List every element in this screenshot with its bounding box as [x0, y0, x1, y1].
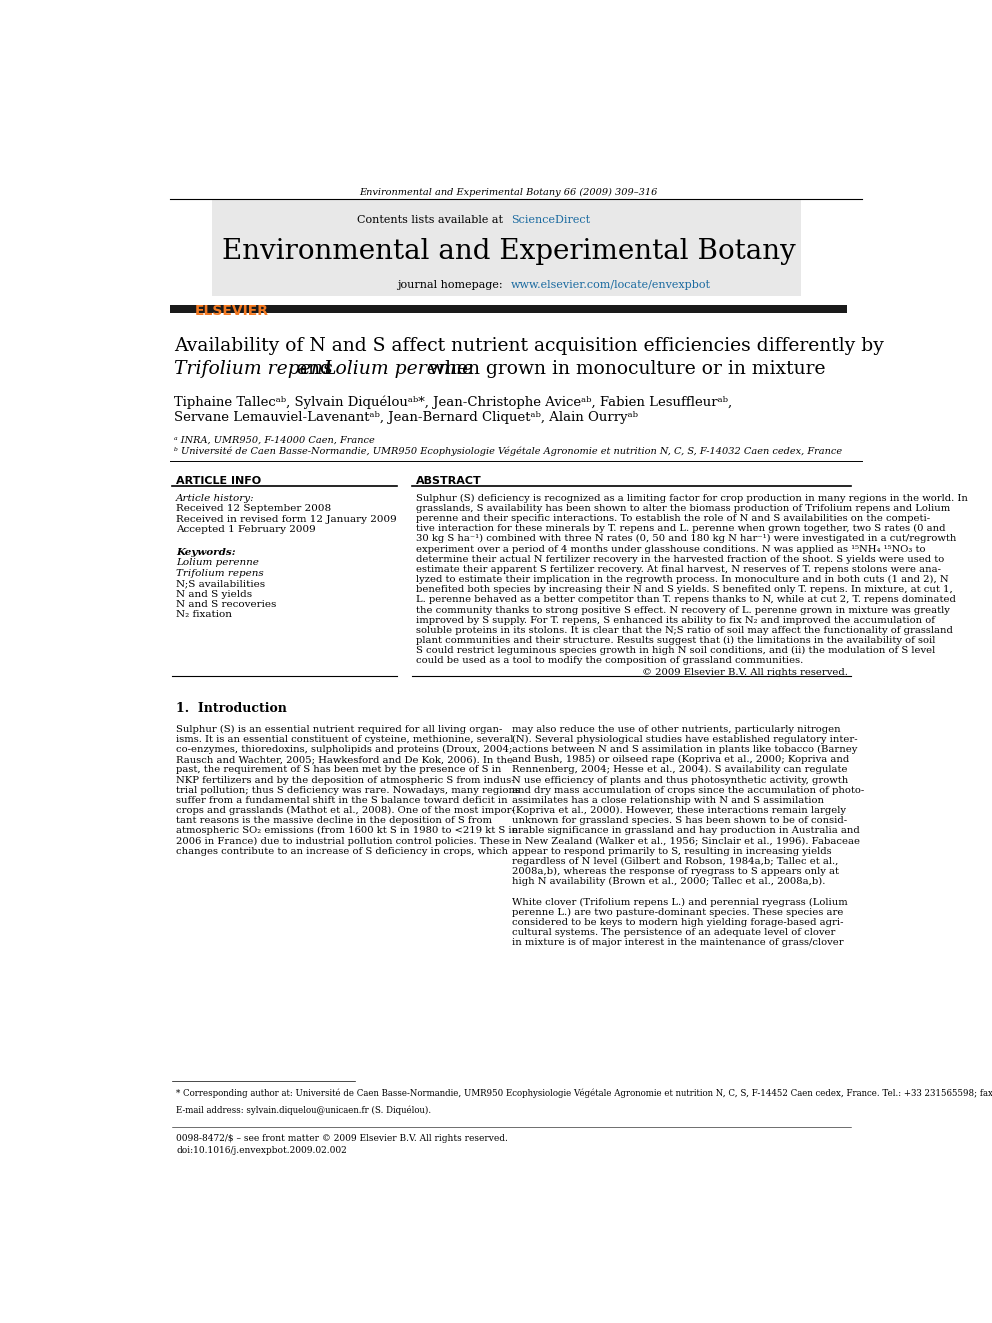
Text: N and S yields: N and S yields	[177, 590, 252, 598]
Text: (N). Several physiological studies have established regulatory inter-: (N). Several physiological studies have …	[512, 734, 858, 744]
Text: trial pollution; thus S deficiency was rare. Nowadays, many regions: trial pollution; thus S deficiency was r…	[177, 786, 520, 795]
Text: Received 12 September 2008: Received 12 September 2008	[177, 504, 331, 513]
Text: Rennenberg, 2004; Hesse et al., 2004). S availability can regulate: Rennenberg, 2004; Hesse et al., 2004). S…	[512, 766, 848, 774]
Text: perenne L.) are two pasture-dominant species. These species are: perenne L.) are two pasture-dominant spe…	[512, 908, 843, 917]
Text: cultural systems. The persistence of an adequate level of clover: cultural systems. The persistence of an …	[512, 927, 835, 937]
Text: 0098-8472/$ – see front matter © 2009 Elsevier B.V. All rights reserved.: 0098-8472/$ – see front matter © 2009 El…	[177, 1134, 508, 1143]
Text: estimate their apparent S fertilizer recovery. At final harvest, N reserves of T: estimate their apparent S fertilizer rec…	[417, 565, 941, 574]
Text: regardless of N level (Gilbert and Robson, 1984a,b; Tallec et al.,: regardless of N level (Gilbert and Robso…	[512, 857, 838, 867]
Text: benefited both species by increasing their N and S yields. S benefited only T. r: benefited both species by increasing the…	[417, 585, 953, 594]
Text: Servane Lemauviel-Lavenantᵃᵇ, Jean-Bernard Cliquetᵃᵇ, Alain Ourryᵃᵇ: Servane Lemauviel-Lavenantᵃᵇ, Jean-Berna…	[174, 411, 638, 425]
Text: unknown for grassland species. S has been shown to be of consid-: unknown for grassland species. S has bee…	[512, 816, 847, 826]
Text: E-mail address: sylvain.diquelou@unicaen.fr (S. Diquélou).: E-mail address: sylvain.diquelou@unicaen…	[177, 1106, 432, 1115]
Text: Keywords:: Keywords:	[177, 548, 236, 557]
Text: Contents lists available at: Contents lists available at	[356, 214, 506, 225]
Text: and dry mass accumulation of crops since the accumulation of photo-: and dry mass accumulation of crops since…	[512, 786, 864, 795]
Text: erable significance in grassland and hay production in Australia and: erable significance in grassland and hay…	[512, 827, 860, 835]
Text: crops and grasslands (Mathot et al., 2008). One of the most impor-: crops and grasslands (Mathot et al., 200…	[177, 806, 515, 815]
Text: ELSEVIER: ELSEVIER	[194, 303, 269, 318]
Text: in New Zealand (Walker et al., 1956; Sinclair et al., 1996). Fabaceae: in New Zealand (Walker et al., 1956; Sin…	[512, 836, 860, 845]
Text: ᵇ Université de Caen Basse-Normandie, UMR950 Ecophysiologie Végétale Agronomie e: ᵇ Université de Caen Basse-Normandie, UM…	[174, 447, 842, 456]
Text: (Kopriva et al., 2000). However, these interactions remain largely: (Kopriva et al., 2000). However, these i…	[512, 806, 846, 815]
Bar	[212, 198, 801, 296]
Text: tant reasons is the massive decline in the deposition of S from: tant reasons is the massive decline in t…	[177, 816, 492, 826]
Text: in mixture is of major interest in the maintenance of grass/clover: in mixture is of major interest in the m…	[512, 938, 844, 947]
Text: appear to respond primarily to S, resulting in increasing yields: appear to respond primarily to S, result…	[512, 847, 832, 856]
Text: www.elsevier.com/locate/envexpbot: www.elsevier.com/locate/envexpbot	[511, 280, 710, 291]
Text: the community thanks to strong positive S effect. N recovery of L. perenne grown: the community thanks to strong positive …	[417, 606, 950, 614]
Text: determine their actual N fertilizer recovery in the harvested fraction of the sh: determine their actual N fertilizer reco…	[417, 554, 944, 564]
Text: suffer from a fundamental shift in the S balance toward deficit in: suffer from a fundamental shift in the S…	[177, 796, 508, 804]
Text: N₂ fixation: N₂ fixation	[177, 610, 232, 619]
Text: N use efficiency of plants and thus photosynthetic activity, growth: N use efficiency of plants and thus phot…	[512, 775, 848, 785]
Text: 2008a,b), whereas the response of ryegrass to S appears only at: 2008a,b), whereas the response of ryegra…	[512, 867, 839, 876]
Text: NKP fertilizers and by the deposition of atmospheric S from indus-: NKP fertilizers and by the deposition of…	[177, 775, 515, 785]
Text: plant communities and their structure. Results suggest that (i) the limitations : plant communities and their structure. R…	[417, 636, 935, 646]
Text: Tiphaine Tallecᵃᵇ, Sylvain Diquélouᵃᵇ*, Jean-Christophe Aviceᵃᵇ, Fabien Lesuffle: Tiphaine Tallecᵃᵇ, Sylvain Diquélouᵃᵇ*, …	[174, 396, 732, 409]
Text: assimilates has a close relationship with N and S assimilation: assimilates has a close relationship wit…	[512, 796, 824, 804]
Text: N and S recoveries: N and S recoveries	[177, 599, 277, 609]
Text: Accepted 1 February 2009: Accepted 1 February 2009	[177, 524, 316, 533]
Text: Article history:: Article history:	[177, 493, 255, 503]
Text: Sulphur (S) is an essential nutrient required for all living organ-: Sulphur (S) is an essential nutrient req…	[177, 725, 503, 734]
Text: 2006 in France) due to industrial pollution control policies. These: 2006 in France) due to industrial pollut…	[177, 836, 510, 845]
Text: Lolium perenne: Lolium perenne	[323, 360, 473, 378]
Text: Lolium perenne: Lolium perenne	[177, 558, 259, 568]
Text: L. perenne behaved as a better competitor than T. repens thanks to N, while at c: L. perenne behaved as a better competito…	[417, 595, 956, 605]
Text: may also reduce the use of other nutrients, particularly nitrogen: may also reduce the use of other nutrien…	[512, 725, 841, 734]
Text: S could restrict leguminous species growth in high N soil conditions, and (ii) t: S could restrict leguminous species grow…	[417, 646, 935, 655]
Text: Environmental and Experimental Botany: Environmental and Experimental Botany	[221, 238, 796, 265]
Text: Sulphur (S) deficiency is recognized as a limiting factor for crop production in: Sulphur (S) deficiency is recognized as …	[417, 493, 968, 503]
Text: Availability of N and S affect nutrient acquisition efficiencies differently by: Availability of N and S affect nutrient …	[174, 337, 884, 356]
Text: actions between N and S assimilation in plants like tobacco (Barney: actions between N and S assimilation in …	[512, 745, 858, 754]
Text: perenne and their specific interactions. To establish the role of N and S availa: perenne and their specific interactions.…	[417, 515, 930, 523]
Text: atmospheric SO₂ emissions (from 1600 kt S in 1980 to <219 kt S in: atmospheric SO₂ emissions (from 1600 kt …	[177, 827, 519, 836]
Text: ABSTRACT: ABSTRACT	[417, 476, 482, 486]
Text: high N availability (Brown et al., 2000; Tallec et al., 2008a,b).: high N availability (Brown et al., 2000;…	[512, 877, 825, 886]
Text: experiment over a period of 4 months under glasshouse conditions. N was applied : experiment over a period of 4 months und…	[417, 545, 926, 553]
Text: ARTICLE INFO: ARTICLE INFO	[177, 476, 262, 486]
Text: Received in revised form 12 January 2009: Received in revised form 12 January 2009	[177, 515, 397, 524]
Text: White clover (Trifolium repens L.) and perennial ryegrass (Lolium: White clover (Trifolium repens L.) and p…	[512, 897, 848, 906]
Text: ᵃ INRA, UMR950, F-14000 Caen, France: ᵃ INRA, UMR950, F-14000 Caen, France	[174, 437, 375, 445]
Text: © 2009 Elsevier B.V. All rights reserved.: © 2009 Elsevier B.V. All rights reserved…	[643, 668, 848, 677]
Text: improved by S supply. For T. repens, S enhanced its ability to fix N₂ and improv: improved by S supply. For T. repens, S e…	[417, 615, 935, 624]
Text: 1.  Introduction: 1. Introduction	[177, 703, 287, 716]
Text: and Bush, 1985) or oilseed rape (Kopriva et al., 2000; Kopriva and: and Bush, 1985) or oilseed rape (Kopriva…	[512, 755, 849, 765]
Text: considered to be keys to modern high yielding forage-based agri-: considered to be keys to modern high yie…	[512, 918, 844, 927]
Text: Trifolium repens: Trifolium repens	[177, 569, 264, 578]
Bar	[171, 306, 847, 312]
Text: lyzed to estimate their implication in the regrowth process. In monoculture and : lyzed to estimate their implication in t…	[417, 576, 948, 585]
Text: N;S availabilities: N;S availabilities	[177, 579, 266, 589]
Text: co-enzymes, thioredoxins, sulpholipids and proteins (Droux, 2004;: co-enzymes, thioredoxins, sulpholipids a…	[177, 745, 513, 754]
Text: ScienceDirect: ScienceDirect	[511, 214, 590, 225]
Text: past, the requirement of S has been met by the presence of S in: past, the requirement of S has been met …	[177, 766, 502, 774]
Text: journal homepage:: journal homepage:	[397, 280, 506, 291]
Text: soluble proteins in its stolons. It is clear that the N;S ratio of soil may affe: soluble proteins in its stolons. It is c…	[417, 626, 953, 635]
Text: could be used as a tool to modify the composition of grassland communities.: could be used as a tool to modify the co…	[417, 656, 804, 665]
Text: doi:10.1016/j.envexpbot.2009.02.002: doi:10.1016/j.envexpbot.2009.02.002	[177, 1146, 347, 1155]
Text: when grown in monoculture or in mixture: when grown in monoculture or in mixture	[423, 360, 825, 378]
Text: Rausch and Wachter, 2005; Hawkesford and De Kok, 2006). In the: Rausch and Wachter, 2005; Hawkesford and…	[177, 755, 513, 765]
Text: Trifolium repens: Trifolium repens	[174, 360, 332, 378]
Text: * Corresponding author at: Université de Caen Basse-Normandie, UMR950 Ecophysiol: * Corresponding author at: Université de…	[177, 1089, 992, 1098]
Text: grasslands, S availability has been shown to alter the biomass production of Tri: grasslands, S availability has been show…	[417, 504, 950, 513]
Text: changes contribute to an increase of S deficiency in crops, which: changes contribute to an increase of S d…	[177, 847, 508, 856]
Text: 30 kg S ha⁻¹) combined with three N rates (0, 50 and 180 kg N har⁻¹) were invest: 30 kg S ha⁻¹) combined with three N rate…	[417, 534, 956, 544]
Text: isms. It is an essential constituent of cysteine, methionine, several: isms. It is an essential constituent of …	[177, 734, 514, 744]
Text: and: and	[291, 360, 337, 378]
Text: Environmental and Experimental Botany 66 (2009) 309–316: Environmental and Experimental Botany 66…	[359, 188, 658, 197]
Text: tive interaction for these minerals by T. repens and L. perenne when grown toget: tive interaction for these minerals by T…	[417, 524, 945, 533]
